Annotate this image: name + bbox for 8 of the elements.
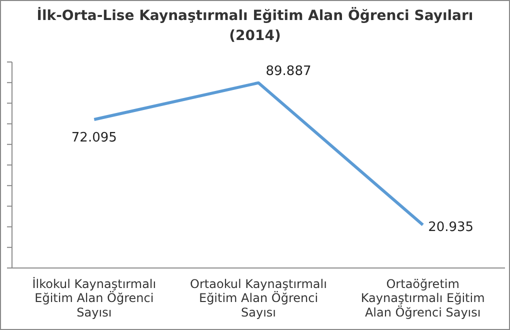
data-label: 20.935 — [428, 220, 474, 235]
x-tick-label: İlkokul Kaynaştırmalı Eğitim Alan Öğrenci Sayısı — [32, 276, 156, 320]
x-tick-label: Ortaokul Kaynaştırmalı Eğitim Alan Öğrenci Sayısı — [190, 276, 327, 320]
data-label: 72.095 — [71, 130, 117, 146]
x-tick-label: Ortaöğretim Kaynaştırmalı Eğitim Alan Öğrenci Sayısı — [360, 276, 485, 320]
chart-subtitle: (2014) — [229, 28, 281, 44]
chart-title: İlk-Orta-Lise Kaynaştırmalı Eğitim Alan Öğrenci Sayıları — [36, 7, 474, 24]
data-label: 89.887 — [266, 64, 312, 79]
